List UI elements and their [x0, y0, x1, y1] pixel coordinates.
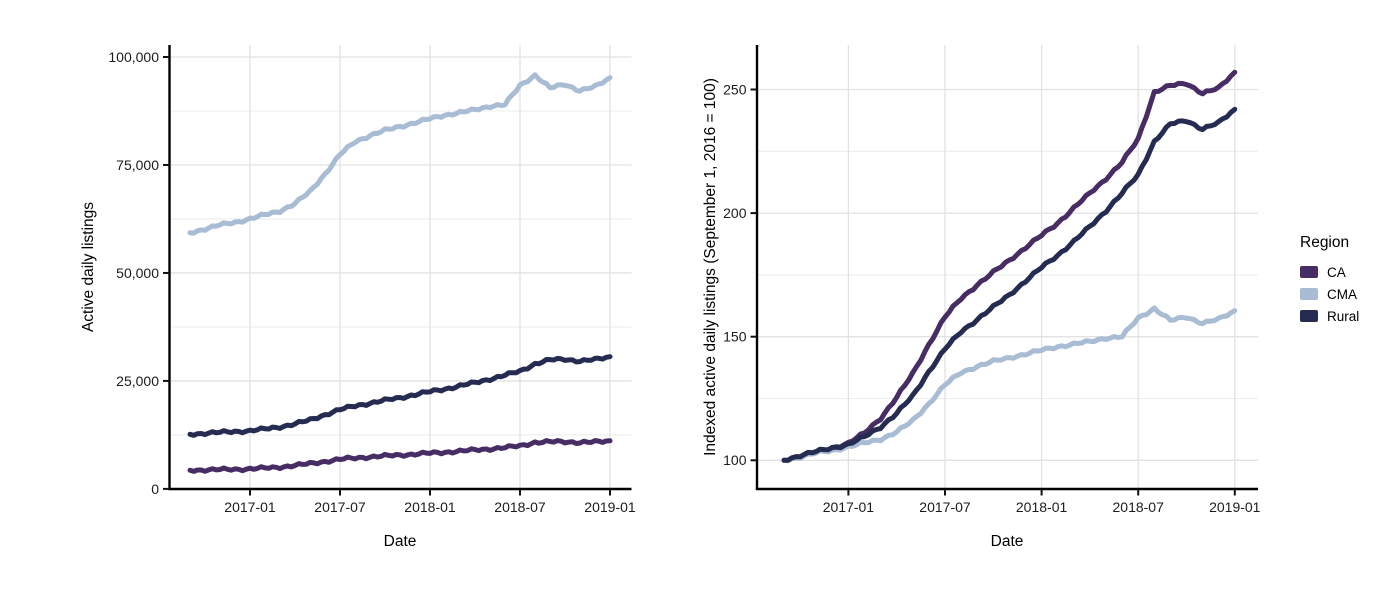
- x-axis-title-left: Date: [383, 533, 417, 550]
- series-line-ca: [187, 438, 613, 474]
- legend-swatch-ca: [1300, 266, 1318, 278]
- legend-label-ca: CA: [1327, 264, 1346, 280]
- legend-item-ca: CA: [1300, 261, 1359, 283]
- legend: Region CA CMA Rural: [1300, 233, 1359, 327]
- left-chart: 0 25,000 50,000 75,000 100,000 2017-01 2017-07…: [108, 45, 636, 515]
- legend-item-rural: Rural: [1300, 305, 1359, 327]
- x-axis-title-right: Date: [990, 533, 1024, 550]
- x-tick-label: 2017-07: [919, 499, 971, 515]
- legend-swatch-rural: [1300, 310, 1318, 322]
- legend-label-cma: CMA: [1327, 286, 1357, 302]
- x-tick-label: 2018-01: [1016, 499, 1068, 515]
- y-axis-title-right: Indexed active daily listings (September…: [702, 78, 719, 456]
- y-tick-label: 150: [723, 329, 747, 345]
- x-tick-label: 2017-01: [224, 499, 276, 515]
- legend-label-rural: Rural: [1327, 308, 1360, 324]
- legend-swatch-cma: [1300, 288, 1318, 300]
- series-lines: [187, 72, 613, 474]
- y-tick-label: 100,000: [108, 49, 159, 65]
- y-axis-title-left: Active daily listings: [80, 201, 97, 333]
- series-line-cma: [187, 72, 613, 236]
- y-tick-label: 0: [151, 481, 159, 497]
- tick-marks: [750, 88, 1236, 496]
- y-tick-label: 100: [723, 452, 747, 468]
- tick-labels: 0 25,000 50,000 75,000 100,000 2017-01 2017-07…: [108, 49, 636, 515]
- legend-item-cma: CMA: [1300, 283, 1359, 305]
- grid-minor: [757, 150, 1258, 400]
- series-line-rural: [187, 354, 613, 438]
- x-tick-label: 2017-01: [823, 499, 875, 515]
- axes: [755, 45, 1258, 491]
- x-tick-label: 2017-07: [314, 499, 366, 515]
- x-tick-label: 2019-01: [1209, 499, 1261, 515]
- series-line-cma: [781, 305, 1238, 464]
- y-tick-label: 250: [723, 81, 747, 97]
- x-tick-label: 2019-01: [584, 499, 636, 515]
- grid-major: [757, 45, 1258, 489]
- tick-marks: [163, 56, 611, 496]
- series-lines: [781, 69, 1238, 464]
- x-tick-label: 2018-01: [404, 499, 456, 515]
- right-chart: 100 150 200 250 2017-01 2017-07 2018-01 2018-07…: [723, 45, 1261, 515]
- y-tick-label: 200: [723, 205, 747, 221]
- series-line-ca: [781, 69, 1238, 464]
- y-tick-label: 25,000: [116, 373, 159, 389]
- y-tick-label: 75,000: [116, 157, 159, 173]
- series-line-rural: [781, 106, 1238, 463]
- legend-title: Region: [1300, 234, 1350, 251]
- tick-labels: 100 150 200 250 2017-01 2017-07 2018-01 2018-07…: [723, 81, 1261, 515]
- grid-major: [169, 45, 632, 490]
- axes: [168, 45, 632, 491]
- y-tick-label: 50,000: [116, 265, 159, 281]
- x-tick-label: 2018-07: [1113, 499, 1165, 515]
- x-tick-label: 2018-07: [494, 499, 546, 515]
